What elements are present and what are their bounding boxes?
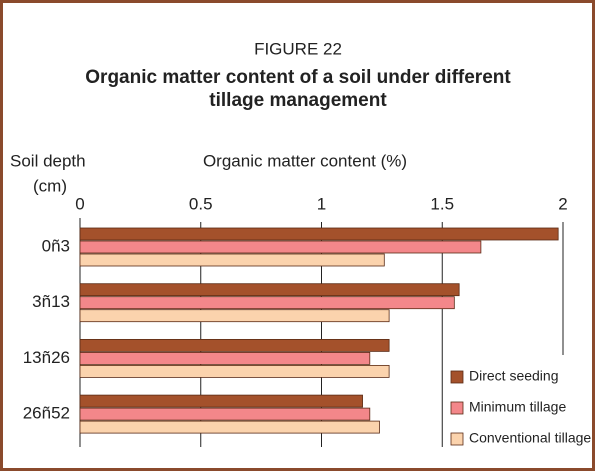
legend-swatch (450, 432, 464, 446)
y-axis-label: Soil depth (10, 151, 86, 170)
bar (79, 420, 380, 434)
bar (79, 351, 371, 365)
figure-label: FIGURE 22 (254, 39, 342, 58)
bar (79, 240, 482, 254)
bar (79, 338, 390, 352)
legend-swatch (450, 370, 464, 384)
y-tick-label: 3ñ13 (32, 292, 70, 311)
x-tick-label: 2 (558, 194, 567, 213)
bar (79, 296, 455, 310)
legend-label: Conventional tillage (469, 430, 591, 446)
bar (79, 227, 559, 241)
legend-label: Minimum tillage (469, 399, 566, 415)
chart-title: Organic matter content of a soil under d… (85, 67, 511, 111)
x-tick-label: 1.5 (430, 194, 454, 213)
bar (79, 309, 390, 323)
y-tick-label: 26ñ52 (23, 404, 70, 423)
y-axis-label: (cm) (33, 176, 67, 195)
bar (79, 364, 390, 378)
bar (79, 253, 385, 267)
y-tick-label: 13ñ26 (23, 348, 70, 367)
legend-label: Direct seeding (469, 368, 559, 384)
x-tick-label: 1 (317, 194, 326, 213)
legend-swatch (450, 401, 464, 415)
x-axis-label: Organic matter content (%) (203, 151, 407, 170)
bar (79, 394, 363, 408)
x-tick-label: 0 (75, 194, 84, 213)
bar (79, 283, 460, 297)
bar (79, 407, 371, 421)
x-tick-label: 0.5 (189, 194, 213, 213)
y-tick-label: 0ñ3 (42, 236, 70, 255)
